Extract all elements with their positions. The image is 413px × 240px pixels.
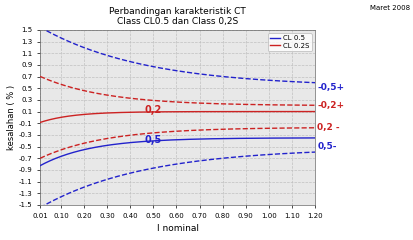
CL 0.2S	[50, 117, 55, 120]
CL 0.2S	[119, 111, 124, 114]
CL 0.5	[297, 137, 301, 139]
CL 0.2S	[297, 110, 301, 113]
CL 0.5	[50, 158, 55, 161]
Title: Perbandingan karakteristik CT
Class CL0.5 dan Class 0,2S: Perbandingan karakteristik CT Class CL0.…	[109, 7, 245, 26]
CL 0.5	[119, 142, 124, 145]
Text: 0,5: 0,5	[144, 135, 161, 144]
Text: 0,2: 0,2	[144, 105, 161, 115]
CL 0.2S	[312, 110, 317, 113]
Text: -0,2+: -0,2+	[317, 101, 344, 110]
Line: CL 0.2S: CL 0.2S	[40, 112, 314, 122]
CL 0.2S	[38, 121, 43, 124]
Legend: CL 0.5, CL 0.2S: CL 0.5, CL 0.2S	[267, 33, 311, 51]
Text: -0,5+: -0,5+	[317, 83, 344, 91]
CL 0.5	[48, 159, 53, 162]
Y-axis label: kesalahan ( % ): kesalahan ( % )	[7, 85, 16, 150]
CL 0.5	[248, 137, 253, 140]
CL 0.2S	[248, 110, 253, 113]
CL 0.5	[38, 164, 43, 167]
Text: 0,2 -: 0,2 -	[317, 123, 339, 132]
Text: Maret 2008: Maret 2008	[369, 5, 409, 11]
CL 0.5	[121, 142, 126, 145]
CL 0.2S	[121, 111, 126, 114]
CL 0.2S	[48, 118, 53, 121]
Line: CL 0.5: CL 0.5	[40, 138, 314, 166]
X-axis label: I nominal: I nominal	[156, 224, 198, 233]
CL 0.5	[312, 137, 317, 139]
Text: 0,5-: 0,5-	[317, 142, 336, 151]
